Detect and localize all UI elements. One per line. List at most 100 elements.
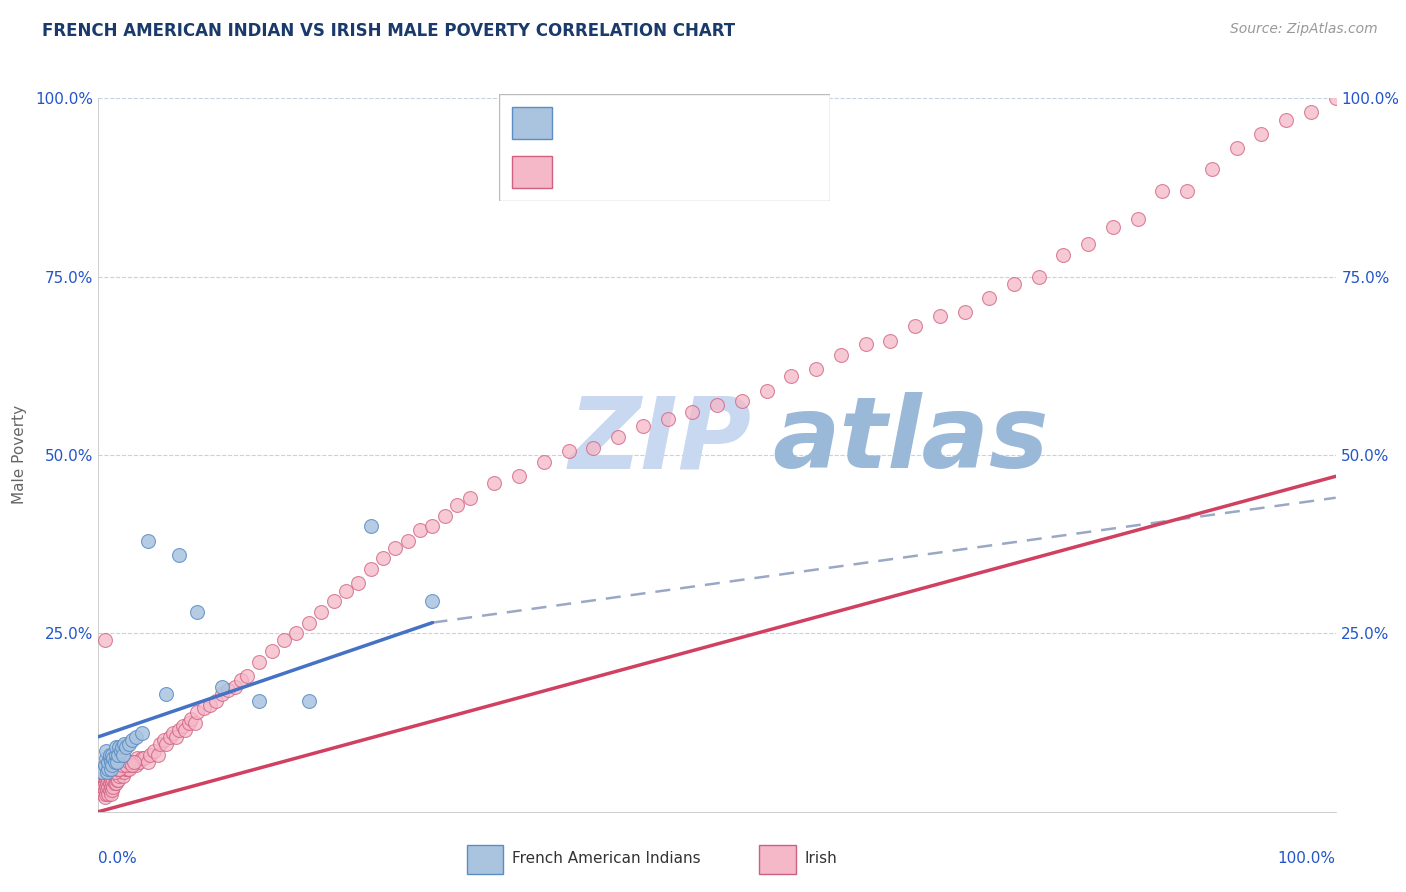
Point [1077, 237, 1099, 252]
Point [582, 441, 605, 455]
Point [681, 405, 703, 419]
Point [103, 755, 125, 769]
Point [98, 769, 121, 783]
Point [107, 762, 129, 776]
Point [93, 633, 115, 648]
Text: N =: N = [697, 113, 734, 131]
Point [97, 762, 120, 776]
Y-axis label: Male Poverty: Male Poverty [11, 405, 27, 505]
Text: 0.0%: 0.0% [98, 851, 138, 866]
Point [117, 758, 139, 772]
Point [211, 687, 233, 701]
Point [108, 740, 131, 755]
Point [93, 762, 115, 776]
Point [124, 730, 146, 744]
Point [91, 783, 114, 797]
Point [298, 615, 321, 630]
Point [186, 605, 208, 619]
Point [103, 751, 125, 765]
Point [1250, 127, 1272, 141]
Point [731, 394, 754, 409]
Point [347, 576, 370, 591]
Point [93, 769, 115, 783]
Point [904, 319, 927, 334]
Point [94, 772, 117, 787]
Point [94, 744, 117, 758]
Point [153, 733, 176, 747]
Point [128, 755, 150, 769]
Point [422, 519, 444, 533]
Point [96, 765, 118, 780]
Point [100, 755, 122, 769]
Point [384, 541, 406, 555]
Point [98, 747, 121, 762]
Point [94, 780, 117, 794]
Point [139, 747, 162, 762]
Point [108, 769, 131, 783]
Point [631, 419, 654, 434]
Point [108, 762, 131, 776]
Point [484, 476, 506, 491]
Text: French American Indians: French American Indians [512, 851, 700, 866]
Point [607, 430, 630, 444]
Point [146, 747, 169, 762]
Point [96, 769, 118, 783]
Point [97, 780, 120, 794]
Point [96, 762, 118, 776]
Bar [467, 845, 503, 874]
Text: 100.0%: 100.0% [1278, 851, 1336, 866]
Point [433, 508, 456, 523]
Point [155, 687, 177, 701]
Point [335, 583, 357, 598]
Point [298, 694, 321, 708]
Point [155, 737, 177, 751]
Point [98, 776, 121, 790]
Point [273, 633, 295, 648]
Point [1028, 269, 1050, 284]
Text: R = 0.555: R = 0.555 [565, 163, 648, 181]
Point [928, 309, 950, 323]
Point [93, 769, 115, 783]
Point [285, 626, 308, 640]
Point [224, 680, 246, 694]
Point [143, 744, 166, 758]
Point [96, 776, 118, 790]
Point [96, 758, 118, 772]
Point [118, 737, 141, 751]
Point [124, 758, 146, 772]
Point [93, 787, 115, 801]
Point [1052, 248, 1074, 262]
Point [105, 755, 128, 769]
Point [1275, 112, 1298, 127]
Point [91, 776, 114, 790]
Point [1152, 184, 1174, 198]
Point [96, 783, 118, 797]
Point [855, 337, 877, 351]
Point [111, 765, 134, 780]
Point [110, 744, 132, 758]
Point [260, 644, 283, 658]
Point [247, 694, 270, 708]
Point [167, 723, 190, 737]
Point [112, 747, 135, 762]
Point [100, 765, 122, 780]
Point [107, 772, 129, 787]
Point [107, 747, 129, 762]
Point [162, 726, 184, 740]
Point [657, 412, 679, 426]
Point [120, 758, 142, 772]
Point [114, 758, 136, 772]
Text: 38: 38 [742, 113, 768, 131]
Point [103, 769, 125, 783]
Point [101, 747, 124, 762]
Point [533, 455, 555, 469]
Point [91, 765, 114, 780]
Point [115, 762, 138, 776]
Point [136, 533, 159, 548]
Point [165, 730, 187, 744]
Point [217, 683, 239, 698]
Point [94, 751, 117, 765]
Point [979, 291, 1001, 305]
Point [104, 740, 127, 755]
Point [114, 762, 136, 776]
